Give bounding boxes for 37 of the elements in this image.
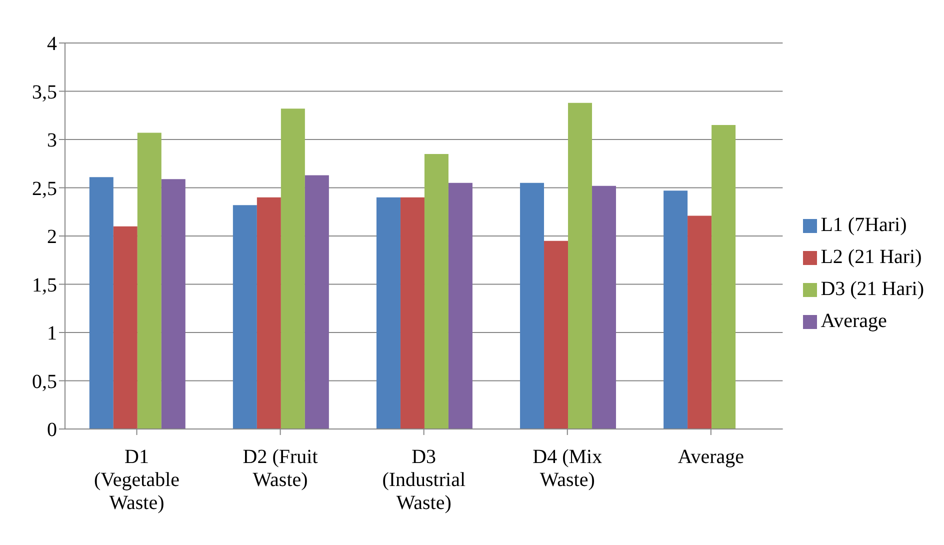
bar bbox=[280, 108, 305, 429]
bar bbox=[400, 197, 424, 429]
y-tick-label: 2 bbox=[47, 226, 57, 248]
legend-label: D3 (21 Hari) bbox=[820, 278, 924, 300]
y-tick-label: 4 bbox=[47, 33, 57, 56]
y-tick-label: 0 bbox=[47, 419, 57, 442]
bar bbox=[424, 154, 448, 429]
bar bbox=[89, 177, 114, 429]
bar bbox=[161, 179, 186, 429]
bar bbox=[568, 102, 592, 429]
y-tick-label: 3,5 bbox=[32, 81, 57, 104]
bar bbox=[113, 226, 138, 429]
y-tick-label: 1 bbox=[47, 322, 57, 345]
bar bbox=[232, 205, 257, 429]
x-tick-label: Average bbox=[678, 446, 744, 468]
x-tick-label: D3 (Industrial Waste) bbox=[382, 446, 466, 514]
bar bbox=[688, 216, 712, 429]
bar bbox=[712, 125, 736, 429]
bar bbox=[304, 175, 329, 429]
y-tick-label: 2,5 bbox=[32, 178, 57, 200]
x-tick-label: D2 (Fruit Waste) bbox=[242, 446, 318, 491]
y-tick-label: 1,5 bbox=[32, 274, 57, 296]
x-tick-label: D1 (Vegetable Waste) bbox=[94, 446, 180, 514]
bar bbox=[448, 182, 472, 429]
y-tick-label: 0,5 bbox=[32, 370, 57, 393]
bar bbox=[664, 190, 688, 429]
x-tick-label: D4 (Mix Waste) bbox=[532, 446, 602, 491]
bar bbox=[256, 197, 281, 429]
bar bbox=[376, 197, 400, 429]
bar bbox=[544, 240, 568, 429]
bar bbox=[520, 182, 544, 429]
legend-label: L2 (21 Hari) bbox=[820, 246, 922, 268]
bar bbox=[592, 186, 616, 429]
bar bbox=[137, 132, 162, 429]
legend-label: Average bbox=[820, 310, 887, 332]
legend-label: L1 (7Hari) bbox=[820, 214, 907, 236]
y-tick-label: 3 bbox=[47, 130, 57, 152]
